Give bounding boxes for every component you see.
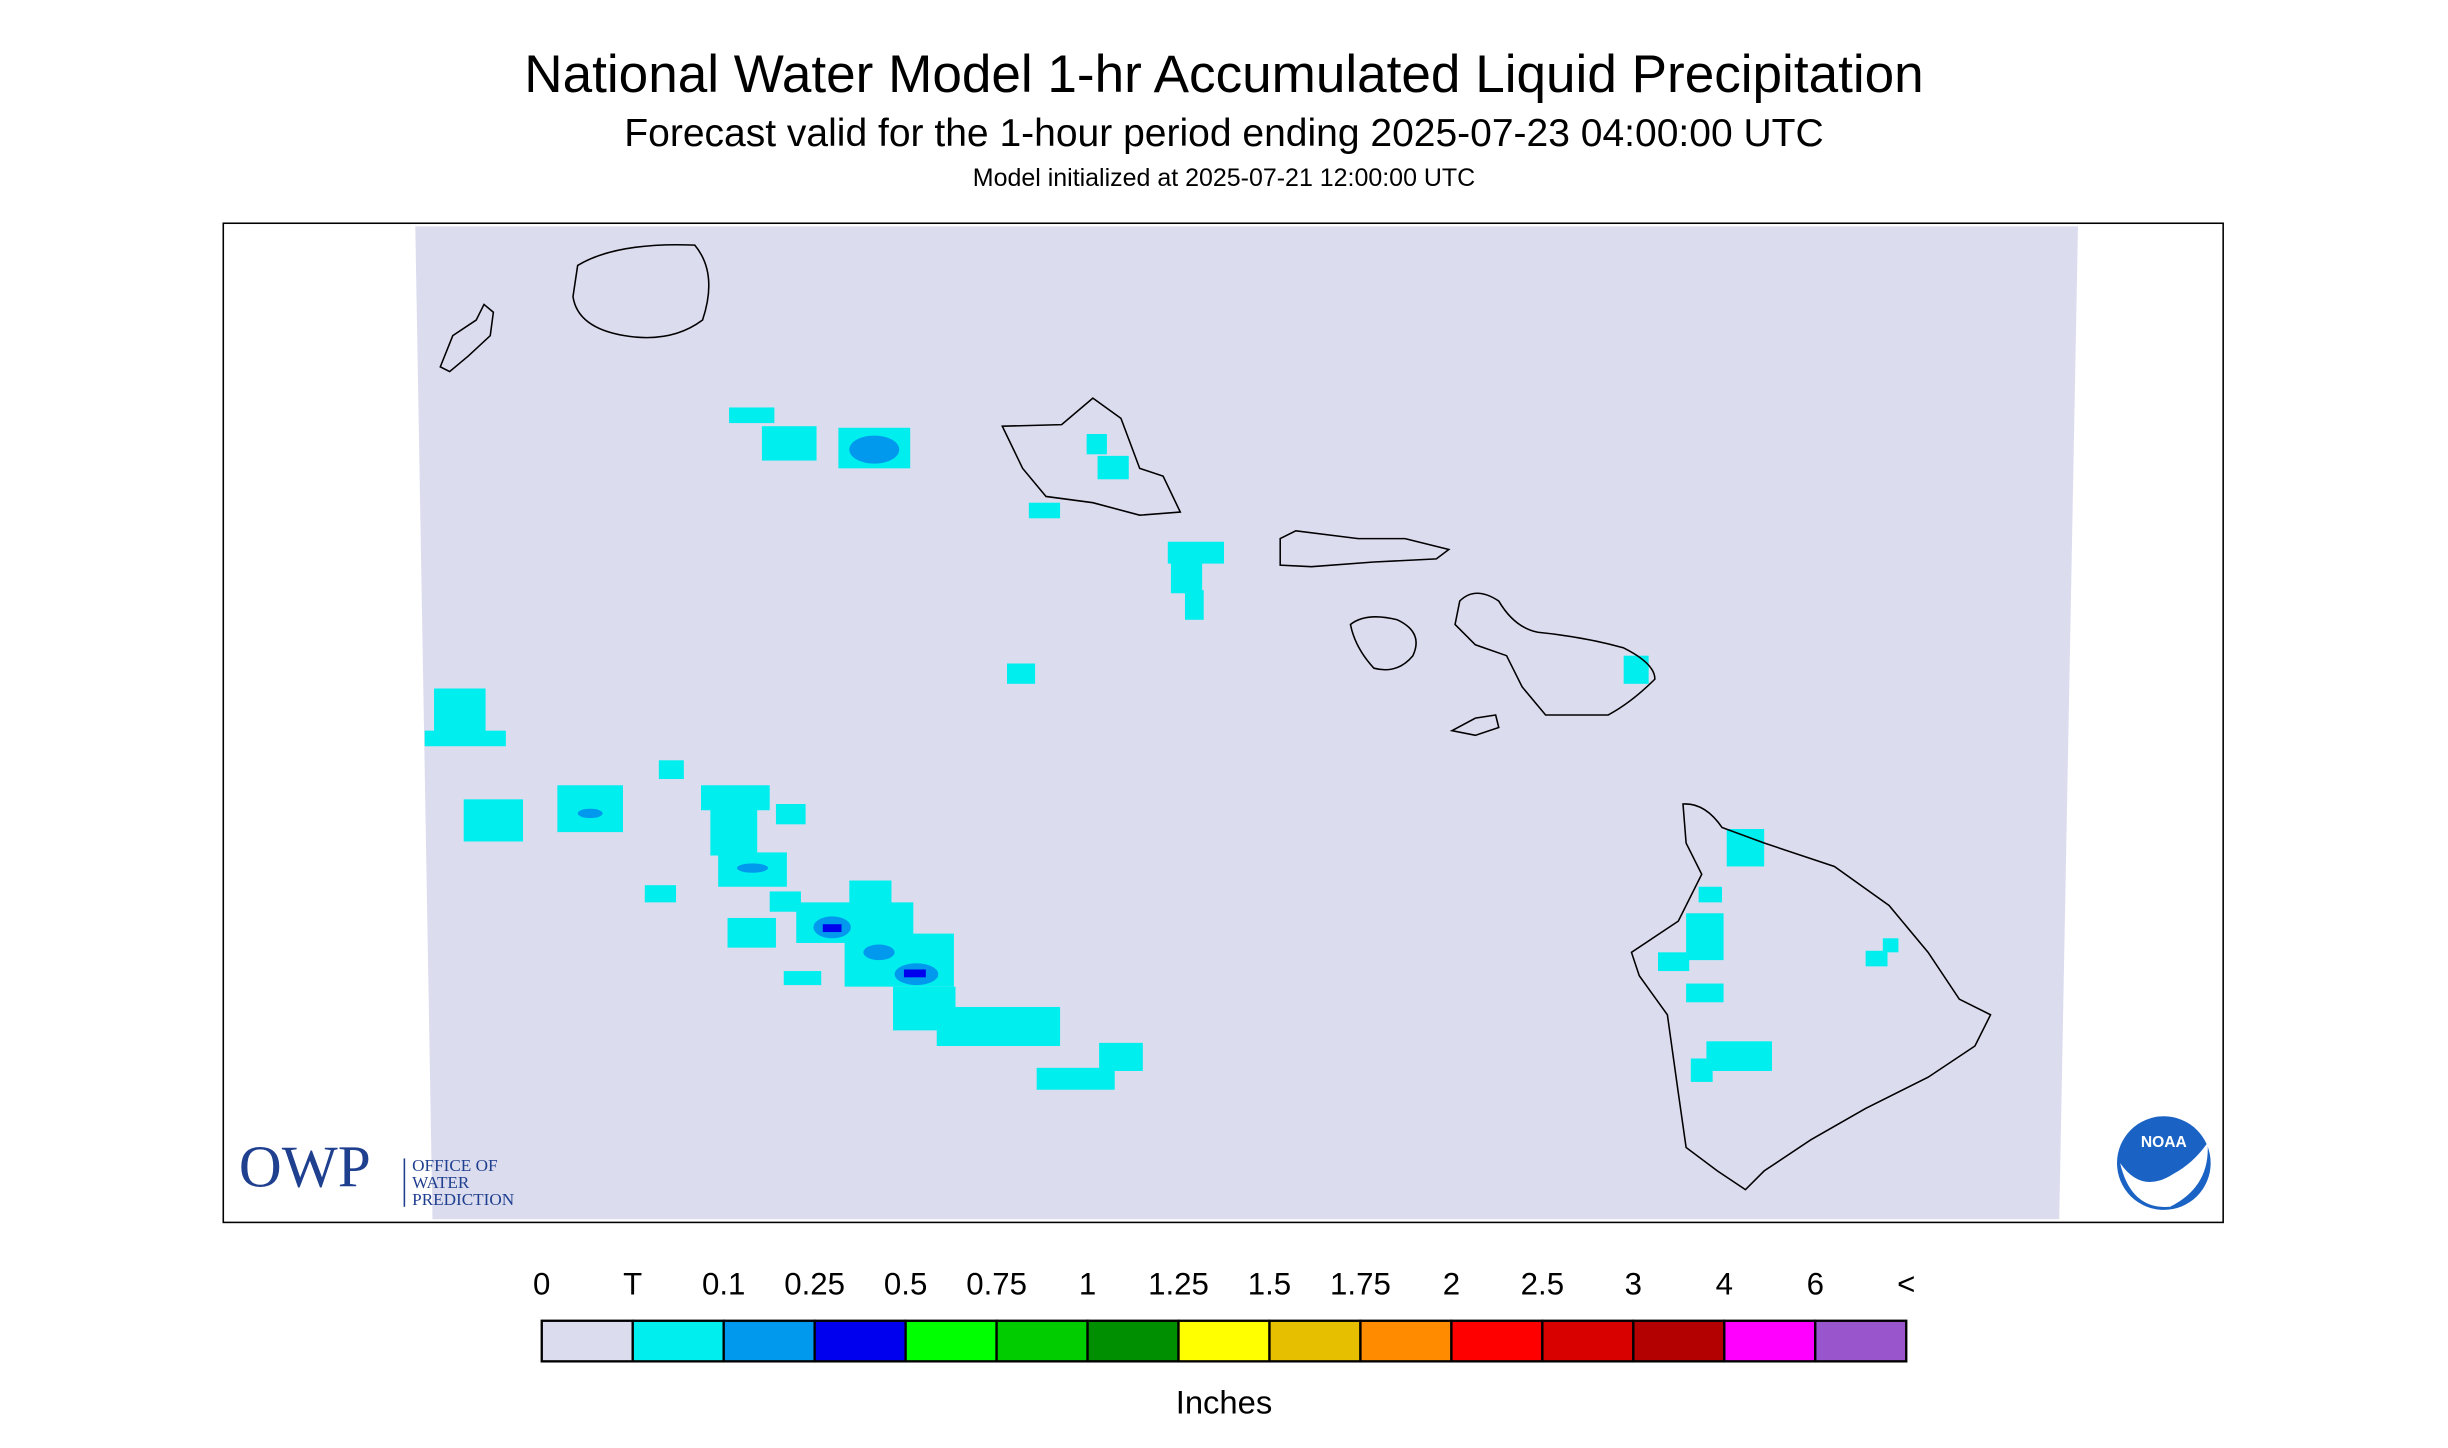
legend-label: 3 xyxy=(1625,1267,1642,1302)
legend-label: 0.75 xyxy=(966,1267,1027,1302)
legend-swatch xyxy=(1541,1319,1635,1363)
legend-swatch xyxy=(540,1319,634,1363)
legend-label: 1.5 xyxy=(1248,1267,1291,1302)
legend-unit: Inches xyxy=(1176,1384,1273,1421)
legend-swatch xyxy=(1086,1319,1180,1363)
model-domain xyxy=(415,226,2078,1220)
noaa-text: NOAA xyxy=(2141,1134,2187,1151)
owp-wordmark: OWP xyxy=(239,1134,371,1200)
precip-cells-max xyxy=(822,924,926,978)
island-outlines xyxy=(439,243,1992,1191)
legend-swatch xyxy=(1359,1319,1453,1363)
noaa-logo: NOAA xyxy=(2116,1116,2211,1210)
owp-logo: OWP OFFICE OF WATER PREDICTION xyxy=(239,1134,514,1210)
legend-label: < xyxy=(1897,1267,1915,1302)
init-text: Model initialized at 2025-07-21 12:00:00… xyxy=(973,164,1475,192)
legend-label: 0 xyxy=(533,1267,550,1302)
legend-swatch xyxy=(813,1319,907,1363)
legend-label: T xyxy=(623,1267,642,1302)
noaa-gull xyxy=(2120,1142,2208,1207)
legend-label: 0.25 xyxy=(784,1267,845,1302)
legend-swatch xyxy=(631,1319,725,1363)
legend-swatch xyxy=(722,1319,816,1363)
legend-swatch xyxy=(1177,1319,1271,1363)
legend-label: 0.1 xyxy=(702,1267,745,1302)
legend-label: 2 xyxy=(1443,1267,1460,1302)
legend-label: 6 xyxy=(1807,1267,1824,1302)
precip-cells xyxy=(424,407,1899,1090)
legend-label: 1.25 xyxy=(1148,1267,1209,1302)
legend-swatch xyxy=(1450,1319,1544,1363)
legend-swatch xyxy=(904,1319,998,1363)
owp-line: OFFICE OF xyxy=(412,1156,497,1175)
title: National Water Model 1-hr Accumulated Li… xyxy=(524,45,1923,104)
owp-line: PREDICTION xyxy=(412,1190,514,1209)
legend-label: 4 xyxy=(1716,1267,1733,1302)
legend-label: 1.75 xyxy=(1330,1267,1391,1302)
legend-swatch xyxy=(995,1319,1089,1363)
legend-swatch xyxy=(1723,1319,1817,1363)
subtitle: Forecast valid for the 1-hour period end… xyxy=(624,112,1823,155)
legend-swatch xyxy=(1268,1319,1362,1363)
legend-swatch xyxy=(1632,1319,1726,1363)
legend-label: 0.5 xyxy=(884,1267,927,1302)
legend-swatch xyxy=(1814,1319,1908,1363)
legend-label: 1 xyxy=(1079,1267,1096,1302)
legend-label: 2.5 xyxy=(1521,1267,1564,1302)
owp-line: WATER xyxy=(412,1173,470,1192)
